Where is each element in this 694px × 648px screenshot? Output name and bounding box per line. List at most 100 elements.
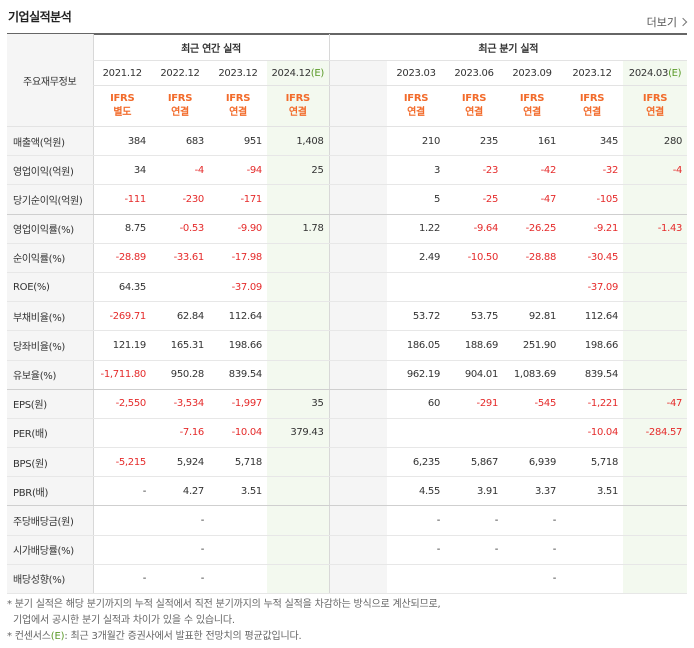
value-cell: -10.04: [209, 418, 267, 449]
value-cell: -10.50: [445, 243, 504, 273]
value-cell: 3.37: [503, 476, 562, 507]
period-header: 2023.03: [387, 60, 446, 86]
separator-cell: [328, 360, 388, 390]
row-label: 당좌비율(%): [7, 330, 93, 361]
value-cell: -4: [623, 155, 688, 186]
table-row: PER(배) -7.16 -10.04 379.43 -10.04 -284.57: [7, 418, 688, 449]
value-cell: [445, 418, 504, 449]
value-cell: -: [151, 505, 209, 536]
separator-cell: [328, 214, 388, 244]
value-cell: -5,215: [92, 447, 151, 478]
value-cell: [267, 301, 330, 332]
value-cell: [623, 272, 688, 303]
row-label: PBR(배): [7, 476, 93, 507]
value-cell: 186.05: [387, 330, 446, 361]
row-label: 부채비율(%): [7, 301, 93, 332]
row-label: 주당배당금(원): [7, 505, 93, 536]
separator-cell: [328, 184, 388, 215]
value-cell: 3.51: [561, 476, 624, 507]
value-cell: -9.64: [445, 214, 504, 244]
value-cell: -25: [445, 184, 504, 215]
value-cell: -284.57: [623, 418, 688, 449]
value-cell: 951: [209, 126, 267, 157]
ifrs-label: IFRS: [461, 93, 487, 104]
value-cell: [561, 535, 624, 565]
value-cell: -37.09: [209, 272, 267, 303]
value-cell: 2.49: [387, 243, 446, 273]
value-cell: [267, 535, 330, 565]
footnotes: * 분기 실적은 해당 분기까지의 누적 실적에서 직전 분기까지의 누적 실적…: [7, 597, 441, 645]
value-cell: 251.90: [503, 330, 562, 361]
period-label: 2024.12: [271, 67, 312, 79]
value-cell: [387, 564, 446, 595]
separator-cell: [328, 564, 388, 595]
note-consensus-label: * 컨센서스: [7, 631, 51, 642]
separator-cell: [328, 330, 388, 361]
value-cell: 121.19: [92, 330, 151, 361]
value-cell: [267, 330, 330, 361]
value-cell: -: [503, 505, 562, 536]
value-cell: [561, 505, 624, 536]
separator-cell: [328, 126, 388, 157]
value-cell: 198.66: [209, 330, 267, 361]
chevron-right-icon: [678, 17, 688, 27]
ifrs-header: IFRS 연결: [387, 85, 446, 127]
basis-label: 연결: [583, 107, 601, 118]
value-cell: [92, 418, 151, 449]
value-cell: -47: [623, 389, 688, 419]
ifrs-header: IFRS 연결: [623, 85, 688, 127]
value-cell: 5,867: [445, 447, 504, 478]
value-cell: -3,534: [151, 389, 209, 419]
value-cell: [623, 535, 688, 565]
value-cell: [209, 505, 267, 536]
value-cell: 35: [267, 389, 330, 419]
ifrs-header: IFRS 연결: [445, 85, 504, 127]
row-label: BPS(원): [7, 447, 93, 478]
value-cell: [623, 447, 688, 478]
value-cell: 25: [267, 155, 330, 186]
basis-label: 연결: [646, 107, 664, 118]
value-cell: -1,221: [561, 389, 624, 419]
ifrs-label: IFRS: [225, 93, 251, 104]
separator-cell: [328, 505, 388, 536]
value-cell: 1,083.69: [503, 360, 562, 390]
period-header: 2022.12: [151, 60, 209, 86]
row-label: ROE(%): [7, 272, 93, 303]
value-cell: 4.55: [387, 476, 446, 507]
period-label: 2023.12: [218, 67, 258, 79]
value-cell: [623, 330, 688, 361]
ifrs-label: IFRS: [285, 93, 311, 104]
basis-label: 연결: [465, 107, 483, 118]
ifrs-label: IFRS: [110, 93, 135, 104]
value-cell: 6,235: [387, 447, 446, 478]
table-row: 당기순이익(억원) -111 -230 -171 5 -25 -47 -105: [7, 184, 688, 215]
value-cell: 235: [445, 126, 504, 157]
value-cell: [209, 535, 267, 565]
value-cell: [151, 272, 209, 303]
value-cell: -33.61: [151, 243, 209, 273]
value-cell: -: [503, 535, 562, 565]
value-cell: 950.28: [151, 360, 209, 390]
value-cell: 210: [387, 126, 446, 157]
value-cell: -9.21: [561, 214, 624, 244]
value-cell: -10.04: [561, 418, 624, 449]
more-link[interactable]: 더보기: [647, 14, 688, 30]
value-cell: 384: [92, 126, 151, 157]
period-header: 2024.12(E): [267, 60, 330, 86]
value-cell: 92.81: [503, 301, 562, 332]
value-cell: [92, 505, 151, 536]
note-consensus-text: : 최근 3개월간 증권사에서 발표한 전망치의 평균값입니다.: [64, 631, 302, 642]
ifrs-header: IFRS 연결: [267, 85, 330, 127]
basis-label: 연결: [171, 107, 189, 118]
ifrs-label: IFRS: [642, 93, 668, 104]
annual-group-header: 최근 연간 실적: [92, 34, 330, 61]
value-cell: 3: [387, 155, 446, 186]
note-line-2: 기업에서 공시한 분기 실적과 차이가 있을 수 있습니다.: [13, 615, 235, 626]
value-cell: -: [151, 535, 209, 565]
basis-label: 연결: [288, 107, 307, 118]
table-row: 유보율(%) -1,711.80 950.28 839.54 962.19 904.01 1…: [7, 360, 688, 390]
value-cell: [623, 564, 688, 595]
section-title: 기업실적분석: [8, 10, 72, 24]
value-cell: 3.51: [209, 476, 267, 507]
basis-label: 연결: [523, 107, 541, 118]
